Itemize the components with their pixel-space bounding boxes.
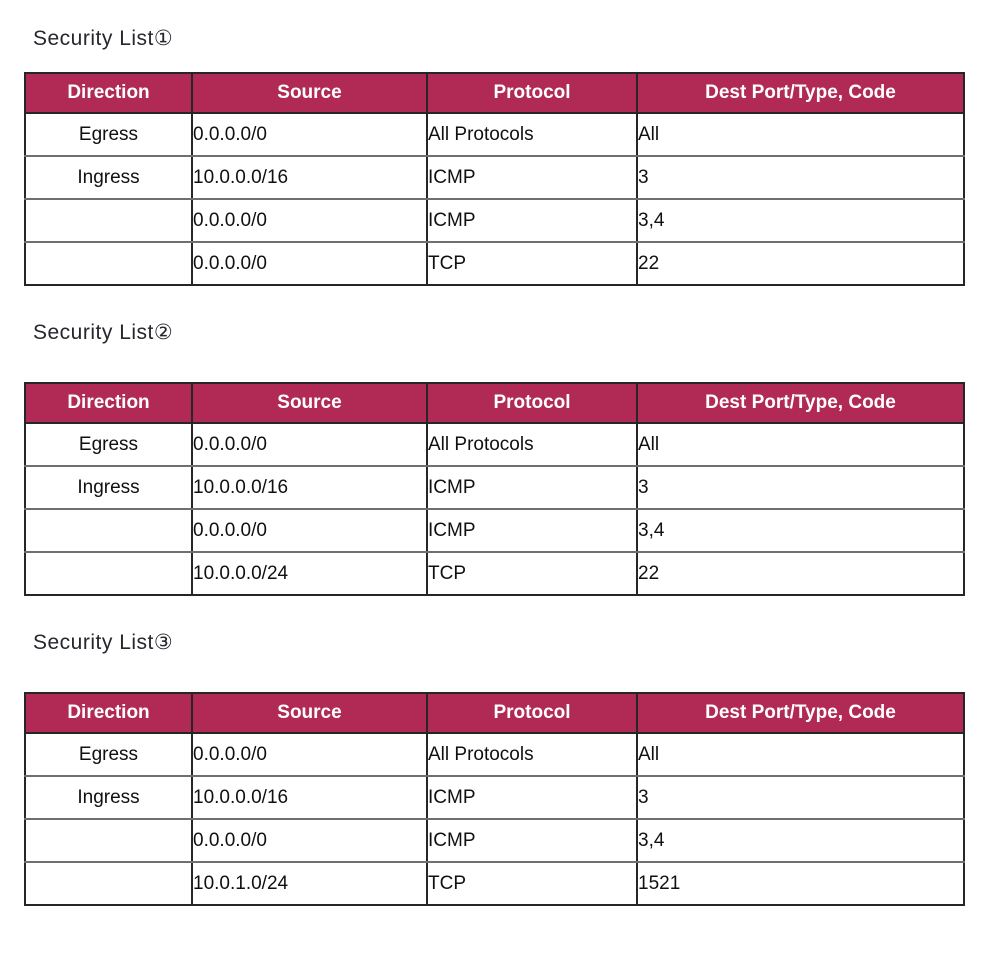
cell-dest: All xyxy=(636,422,965,467)
cell-source: 10.0.0.0/16 xyxy=(191,155,428,200)
cell-source: 0.0.0.0/0 xyxy=(191,112,428,157)
cell-dest: 3 xyxy=(636,155,965,200)
cell-direction: Ingress xyxy=(24,465,193,510)
column-header-protocol: Protocol xyxy=(426,72,638,114)
column-header-direction: Direction xyxy=(24,72,193,114)
security-list-1-section: Security List① Direction Source Protocol… xyxy=(24,26,965,286)
column-header-direction: Direction xyxy=(24,382,193,424)
table-row: Ingress 10.0.0.0/16 ICMP 3 xyxy=(24,775,965,820)
cell-direction xyxy=(24,551,193,596)
cell-protocol: TCP xyxy=(426,861,638,906)
cell-direction xyxy=(24,818,193,863)
cell-protocol: All Protocols xyxy=(426,732,638,777)
cell-direction xyxy=(24,508,193,553)
cell-dest: 1521 xyxy=(636,861,965,906)
cell-protocol: ICMP xyxy=(426,155,638,200)
cell-source: 0.0.0.0/0 xyxy=(191,508,428,553)
cell-direction xyxy=(24,861,193,906)
security-list-3-table: Direction Source Protocol Dest Port/Type… xyxy=(24,692,965,906)
page: Security List① Direction Source Protocol… xyxy=(24,26,965,906)
cell-protocol: ICMP xyxy=(426,818,638,863)
cell-source: 10.0.1.0/24 xyxy=(191,861,428,906)
column-header-dest: Dest Port/Type, Code xyxy=(636,382,965,424)
cell-direction xyxy=(24,241,193,286)
column-header-protocol: Protocol xyxy=(426,382,638,424)
table-row: 10.0.0.0/24 TCP 22 xyxy=(24,551,965,596)
cell-direction: Egress xyxy=(24,732,193,777)
cell-dest: 3 xyxy=(636,775,965,820)
table-row: Egress 0.0.0.0/0 All Protocols All xyxy=(24,422,965,467)
security-list-2-title: Security List② xyxy=(33,321,174,344)
cell-protocol: ICMP xyxy=(426,775,638,820)
security-list-3-title: Security List③ xyxy=(33,631,174,654)
table-header-row: Direction Source Protocol Dest Port/Type… xyxy=(24,72,965,114)
column-header-dest: Dest Port/Type, Code xyxy=(636,72,965,114)
security-list-2-section: Security List② Direction Source Protocol… xyxy=(24,320,965,596)
cell-source: 0.0.0.0/0 xyxy=(191,241,428,286)
cell-direction: Egress xyxy=(24,112,193,157)
table-row: Ingress 10.0.0.0/16 ICMP 3 xyxy=(24,155,965,200)
column-header-protocol: Protocol xyxy=(426,692,638,734)
table-row: Ingress 10.0.0.0/16 ICMP 3 xyxy=(24,465,965,510)
column-header-dest: Dest Port/Type, Code xyxy=(636,692,965,734)
cell-protocol: ICMP xyxy=(426,198,638,243)
table-header-row: Direction Source Protocol Dest Port/Type… xyxy=(24,382,965,424)
cell-protocol: All Protocols xyxy=(426,422,638,467)
column-header-source: Source xyxy=(191,692,428,734)
cell-direction: Ingress xyxy=(24,155,193,200)
cell-dest: All xyxy=(636,732,965,777)
cell-protocol: ICMP xyxy=(426,465,638,510)
column-header-direction: Direction xyxy=(24,692,193,734)
table-row: 0.0.0.0/0 TCP 22 xyxy=(24,241,965,286)
cell-direction xyxy=(24,198,193,243)
cell-source: 10.0.0.0/24 xyxy=(191,551,428,596)
cell-dest: All xyxy=(636,112,965,157)
cell-direction: Egress xyxy=(24,422,193,467)
table-header-row: Direction Source Protocol Dest Port/Type… xyxy=(24,692,965,734)
cell-source: 0.0.0.0/0 xyxy=(191,422,428,467)
table-row: 0.0.0.0/0 ICMP 3,4 xyxy=(24,198,965,243)
cell-source: 0.0.0.0/0 xyxy=(191,818,428,863)
security-list-1-table: Direction Source Protocol Dest Port/Type… xyxy=(24,72,965,286)
table-row: 0.0.0.0/0 ICMP 3,4 xyxy=(24,818,965,863)
cell-dest: 3,4 xyxy=(636,818,965,863)
table-row: Egress 0.0.0.0/0 All Protocols All xyxy=(24,112,965,157)
security-list-2-table: Direction Source Protocol Dest Port/Type… xyxy=(24,382,965,596)
cell-source: 10.0.0.0/16 xyxy=(191,465,428,510)
cell-dest: 3,4 xyxy=(636,508,965,553)
security-list-3-section: Security List③ Direction Source Protocol… xyxy=(24,630,965,906)
cell-source: 0.0.0.0/0 xyxy=(191,732,428,777)
table-row: 0.0.0.0/0 ICMP 3,4 xyxy=(24,508,965,553)
cell-source: 10.0.0.0/16 xyxy=(191,775,428,820)
column-header-source: Source xyxy=(191,382,428,424)
table-row: Egress 0.0.0.0/0 All Protocols All xyxy=(24,732,965,777)
cell-protocol: All Protocols xyxy=(426,112,638,157)
cell-direction: Ingress xyxy=(24,775,193,820)
cell-protocol: TCP xyxy=(426,551,638,596)
cell-dest: 3 xyxy=(636,465,965,510)
security-list-1-title: Security List① xyxy=(33,27,174,50)
table-row: 10.0.1.0/24 TCP 1521 xyxy=(24,861,965,906)
cell-protocol: ICMP xyxy=(426,508,638,553)
cell-protocol: TCP xyxy=(426,241,638,286)
cell-dest: 3,4 xyxy=(636,198,965,243)
cell-dest: 22 xyxy=(636,551,965,596)
cell-dest: 22 xyxy=(636,241,965,286)
column-header-source: Source xyxy=(191,72,428,114)
cell-source: 0.0.0.0/0 xyxy=(191,198,428,243)
